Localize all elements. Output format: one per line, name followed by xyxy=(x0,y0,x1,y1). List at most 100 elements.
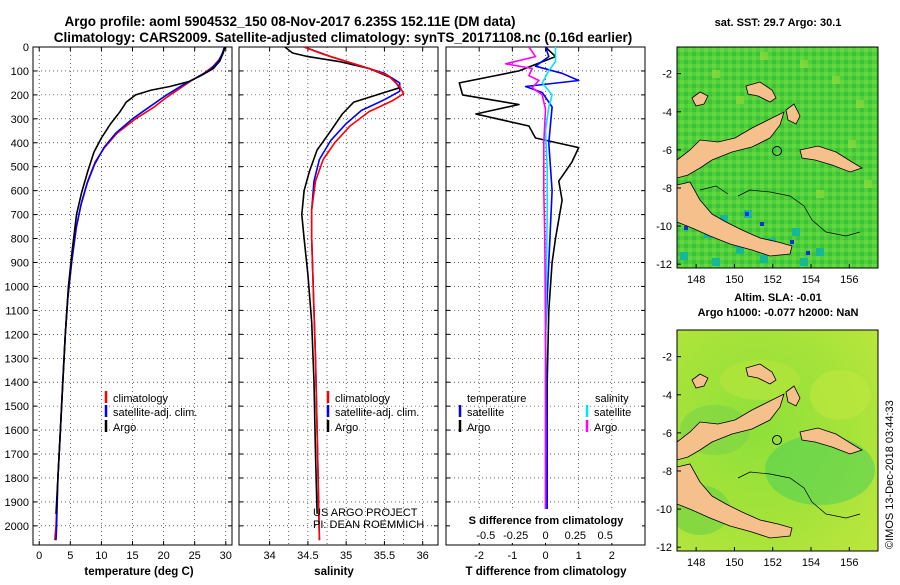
y-tick-label: 800 xyxy=(11,234,29,246)
t-difference-axis-label: T difference from climatology xyxy=(465,566,627,578)
map-y-tick-label: -6 xyxy=(662,145,672,157)
y-tick-label: 600 xyxy=(11,186,29,198)
sst-map-panel: sat. SST: 29.7 Argo: 30.1 xyxy=(656,17,879,286)
map-y-tick-label: -10 xyxy=(656,504,672,516)
salinity-legend: climatology satellite-adj. clim. Argo US… xyxy=(313,391,424,531)
y-tick-label: 1700 xyxy=(5,449,29,461)
sla-map-title-line1: Altim. SLA: -0.01 xyxy=(734,292,821,304)
y-tick-label: 300 xyxy=(11,114,29,126)
imos-credit: ©IMOS 13-Dec-2018 03:44:33 xyxy=(884,400,896,549)
legend-argo-label: Argo xyxy=(113,422,136,434)
y-tick-label: 1600 xyxy=(5,425,29,437)
series-line-argo xyxy=(284,47,401,514)
sst-map-title: sat. SST: 29.7 Argo: 30.1 xyxy=(715,17,842,29)
map-x-tick-label: 150 xyxy=(725,557,743,569)
x-tick-label: 25 xyxy=(189,550,201,562)
y-tick-label: 1800 xyxy=(5,473,29,485)
map-y-tick-label: -12 xyxy=(656,542,672,554)
x-tick-label: 15 xyxy=(126,550,138,562)
map-x-tick-label: 148 xyxy=(687,557,705,569)
y-tick-label: 0 xyxy=(23,42,29,54)
y-tick-label: 500 xyxy=(11,162,29,174)
x2-tick-label: 0.5 xyxy=(598,530,613,542)
legend-climatology-label: climatology xyxy=(335,393,391,405)
map-y-tick-label: -4 xyxy=(662,107,672,119)
map-y-tick-label: -8 xyxy=(662,183,672,195)
sst-reef-outline xyxy=(699,185,861,237)
map-x-tick-label: 156 xyxy=(840,557,858,569)
map-x-tick-label: 154 xyxy=(802,557,820,569)
x-tick-label: 2 xyxy=(609,550,615,562)
sla-map-title-line2: Argo h1000: -0.077 h2000: NaN xyxy=(698,307,859,319)
map-x-tick-label: 156 xyxy=(840,274,858,286)
sst-argo-marker xyxy=(772,146,782,156)
legend-climatology-label: climatology xyxy=(113,393,169,405)
y-tick-label: 1400 xyxy=(5,377,29,389)
y-tick-label: 700 xyxy=(11,210,29,222)
temperature-axis-label: temperature (deg C) xyxy=(84,566,193,578)
y-tick-label: 1100 xyxy=(5,305,29,317)
x-tick-label: -2 xyxy=(474,550,484,562)
pi-annotation: PI: DEAN ROEMMICH xyxy=(313,519,424,531)
x2-tick-label: -0.25 xyxy=(503,530,528,542)
y-tick-label: 400 xyxy=(11,138,29,150)
y-tick-label: 2000 xyxy=(5,521,29,533)
series-line-s-argo xyxy=(504,47,547,526)
legend-satellite-label: satellite-adj. clim. xyxy=(113,407,197,419)
difference-legend: temperature satellite Argo salinity sate… xyxy=(450,393,642,543)
map-x-tick-label: 150 xyxy=(725,274,743,286)
sla-map-frame xyxy=(676,329,879,552)
sst-map-frame xyxy=(676,46,879,269)
salinity-axes-frame xyxy=(238,46,439,546)
legend-temperature-header: temperature xyxy=(467,393,526,405)
x-tick-label: 34.5 xyxy=(297,550,318,562)
map-y-tick-label: -6 xyxy=(662,428,672,440)
x-tick-label: 10 xyxy=(95,550,107,562)
legend-t-satellite-label: satellite xyxy=(467,407,504,419)
x-tick-label: 36 xyxy=(417,550,429,562)
x-tick-label: 35.5 xyxy=(374,550,395,562)
series-line-t-argo xyxy=(458,47,580,514)
y-tick-label: 200 xyxy=(11,90,29,102)
x-tick-label: 5 xyxy=(67,550,73,562)
gridlines xyxy=(33,46,232,545)
x-tick-label: 35 xyxy=(340,550,352,562)
x-tick-label: 34 xyxy=(263,550,275,562)
y-tick-label: 1900 xyxy=(5,497,29,509)
y-tick-label: 1500 xyxy=(5,401,29,413)
title-line1: Argo profile: aoml 5904532_150 08-Nov-20… xyxy=(65,14,516,29)
map-y-tick-label: -10 xyxy=(656,221,672,233)
map-x-tick-label: 148 xyxy=(687,274,705,286)
legend-s-argo-label: Argo xyxy=(594,422,617,434)
x-tick-label: 0 xyxy=(542,550,548,562)
x2-tick-label: 0 xyxy=(542,530,548,542)
project-annotation: US ARGO PROJECT xyxy=(313,507,418,519)
series-line-climatology xyxy=(303,47,405,541)
title-line2: Climatology: CARS2009. Satellite-adjuste… xyxy=(54,30,632,45)
sst-land xyxy=(677,81,863,257)
map-y-tick-label: -4 xyxy=(662,390,672,402)
x-tick-label: 30 xyxy=(220,550,232,562)
sla-argo-marker xyxy=(772,435,782,445)
salinity-panel: 34 34.5 35 35.5 36 xyxy=(238,46,439,562)
x2-tick-label: 0.25 xyxy=(565,530,586,542)
x-tick-label: 0 xyxy=(36,550,42,562)
map-y-tick-label: -12 xyxy=(656,259,672,271)
x2-tick-label: -0.5 xyxy=(476,530,495,542)
sla-reef-outline xyxy=(737,471,861,519)
map-x-tick-label: 154 xyxy=(802,274,820,286)
legend-s-satellite-label: satellite xyxy=(594,407,631,419)
map-x-tick-label: 152 xyxy=(764,274,782,286)
map-y-tick-label: -2 xyxy=(662,69,672,81)
difference-panel: -2 -1 0 1 2 xyxy=(445,46,646,562)
series-group xyxy=(458,47,580,526)
x-tick-label: 20 xyxy=(157,550,169,562)
map-y-tick-label: -8 xyxy=(662,466,672,478)
sst-noise xyxy=(712,52,872,198)
legend-satellite-label: satellite-adj. clim. xyxy=(335,407,419,419)
series-line-argo xyxy=(55,47,226,514)
legend-argo-label: Argo xyxy=(335,422,358,434)
map-y-tick-label: -2 xyxy=(662,352,672,364)
temperature-panel: 0100200300400500600700800900100011001200… xyxy=(5,42,233,562)
sla-land xyxy=(677,363,863,539)
